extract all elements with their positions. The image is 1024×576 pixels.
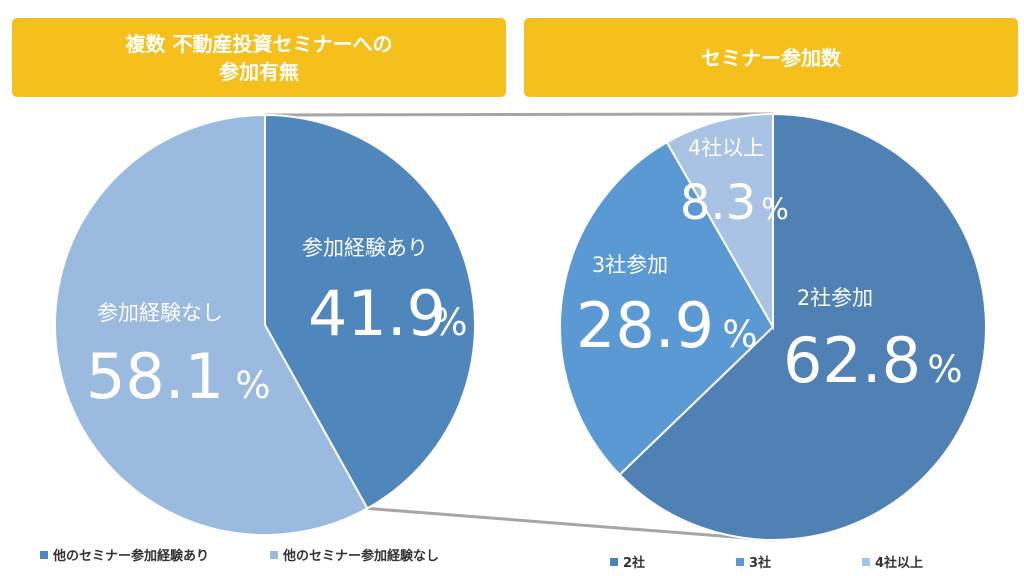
- left-title-line2: 参加有無: [219, 59, 299, 84]
- slice-three-companies: [559, 140, 775, 477]
- slice-three-companies-value: 28.9: [576, 289, 714, 362]
- legend-label-four-plus: 4社以上: [875, 556, 924, 571]
- right-chart-title-banner: セミナー参加数: [524, 18, 1018, 97]
- slice-experience-yes-label: 参加経験あり: [302, 236, 428, 260]
- legend-swatch-experience-no: [270, 550, 278, 559]
- slice-experience-no: [54, 113, 369, 536]
- legend-label-two-companies: 2社: [623, 556, 646, 571]
- legend-swatch-experience-yes: [40, 550, 48, 559]
- slice-experience-yes-unit: %: [432, 301, 467, 344]
- slice-two-companies-label: 2社参加: [797, 286, 873, 310]
- slice-experience-yes: [264, 113, 476, 510]
- legend-experience-no: 他のセミナー参加経験なし: [270, 545, 439, 564]
- slice-experience-no-label: 参加経験なし: [97, 301, 223, 325]
- legend-experience-yes: 他のセミナー参加経験あり: [40, 545, 209, 564]
- slice-two-companies-unit: %: [927, 348, 962, 391]
- connector-line-bottom: [367, 506, 774, 542]
- slice-four-plus-value: 8.3: [680, 175, 756, 231]
- slice-experience-no-value: 58.1: [86, 340, 224, 413]
- slice-three-companies-unit: %: [722, 313, 757, 356]
- legend-four-plus: 4社以上: [862, 552, 923, 571]
- slice-three-companies-label: 3社参加: [592, 253, 668, 277]
- slice-four-plus-unit: %: [761, 192, 789, 226]
- legend-label-three-companies: 3社: [749, 556, 772, 571]
- legend-swatch-three-companies: [736, 557, 744, 566]
- right-title-line1: セミナー参加数: [701, 45, 841, 70]
- legend-label-experience-yes: 他のセミナー参加経験あり: [53, 549, 210, 564]
- slice-two-companies: [618, 112, 987, 541]
- legend-swatch-four-plus: [862, 557, 870, 566]
- slice-two-companies-value: 62.8: [783, 324, 921, 397]
- legend-three-companies: 3社: [736, 552, 771, 571]
- slice-experience-no-unit: %: [235, 364, 270, 407]
- slice-experience-yes-value: 41.9: [308, 277, 446, 350]
- legend-two-companies: 2社: [610, 552, 645, 571]
- slice-four-plus: [665, 112, 774, 331]
- connector-line-top: [264, 112, 774, 117]
- left-chart-title-banner: 複数 不動産投資セミナーへの 参加有無: [12, 18, 506, 97]
- legend-swatch-two-companies: [610, 557, 618, 566]
- slice-four-plus-label: 4社以上: [688, 136, 764, 160]
- legend-label-experience-no: 他のセミナー参加経験なし: [283, 549, 440, 564]
- left-title-line1: 複数 不動産投資セミナーへの: [125, 31, 393, 56]
